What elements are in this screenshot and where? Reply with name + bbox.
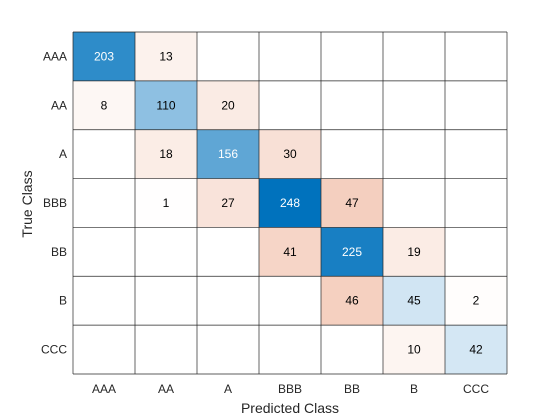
matrix-cells [73, 32, 507, 374]
matrix-cell [383, 80, 445, 130]
matrix-cell-labels: 203 13 8 110 20 18 156 30 1 27 248 47 41 225 19 46 45 2 10… [94, 49, 483, 356]
x-tick-label: A [224, 382, 232, 396]
y-tick-label: AA [51, 98, 67, 112]
x-tick-labels: AAA AA A BBB BB B CCC [92, 382, 489, 396]
matrix-cell [259, 325, 321, 374]
matrix-cell [197, 129, 259, 179]
matrix-cell [135, 325, 197, 374]
cell-value-label: 225 [342, 245, 362, 259]
matrix-cell [383, 129, 445, 179]
matrix-cell [135, 129, 197, 179]
matrix-cell [383, 276, 445, 326]
cell-value-label: 156 [218, 147, 238, 161]
cell-value-label: 18 [159, 147, 173, 161]
cell-value-label: 19 [407, 245, 421, 259]
cell-value-label: 30 [283, 147, 297, 161]
y-tick-label: BBB [43, 196, 67, 210]
matrix-cell [321, 129, 383, 179]
cell-value-label: 45 [407, 294, 421, 308]
matrix-cell [383, 227, 445, 277]
y-tick-label: A [59, 147, 67, 161]
cell-value-label: 2 [473, 294, 480, 308]
matrix-cell [321, 178, 383, 228]
matrix-cell [197, 32, 259, 81]
cell-value-label: 20 [221, 98, 235, 112]
matrix-cell [445, 80, 507, 130]
matrix-grid [72, 31, 508, 375]
cell-value-label: 46 [345, 294, 359, 308]
matrix-cell [197, 276, 259, 326]
matrix-cell [135, 276, 197, 326]
matrix-cell [445, 276, 507, 326]
matrix-cell [321, 325, 383, 374]
x-axis-label: Predicted Class [241, 400, 339, 416]
cell-value-label: 47 [345, 196, 359, 210]
cell-value-label: 10 [407, 343, 421, 357]
matrix-cell [445, 325, 507, 374]
matrix-cell [321, 227, 383, 277]
matrix-cell [73, 325, 135, 374]
matrix-cell [197, 178, 259, 228]
matrix-cell [73, 178, 135, 228]
matrix-cell [135, 178, 197, 228]
cell-value-label: 8 [101, 98, 108, 112]
matrix-cell [321, 276, 383, 326]
matrix-cell [445, 178, 507, 228]
x-tick-label: AA [158, 382, 174, 396]
matrix-cell [259, 129, 321, 179]
y-tick-label: B [59, 294, 67, 308]
matrix-cell [321, 32, 383, 81]
matrix-cell [445, 32, 507, 81]
matrix-cell [445, 129, 507, 179]
cell-value-label: 110 [156, 98, 175, 112]
matrix-cell [135, 80, 197, 130]
matrix-cell [259, 227, 321, 277]
matrix-cell [197, 80, 259, 130]
matrix-cell [383, 178, 445, 228]
matrix-cell [73, 276, 135, 326]
matrix-cell [73, 32, 135, 81]
cell-value-label: 42 [469, 343, 483, 357]
y-axis-label: True Class [19, 170, 35, 237]
matrix-cell [259, 276, 321, 326]
matrix-cell [73, 80, 135, 130]
cell-value-label: 248 [280, 196, 300, 210]
matrix-cell [259, 80, 321, 130]
x-tick-label: CCC [463, 382, 489, 396]
cell-value-label: 41 [283, 245, 297, 259]
matrix-cell [197, 227, 259, 277]
x-tick-label: AAA [92, 382, 116, 396]
cell-value-label: 1 [163, 196, 170, 210]
x-tick-label: B [410, 382, 418, 396]
matrix-cell [259, 178, 321, 228]
matrix-cell [197, 325, 259, 374]
matrix-cell [259, 32, 321, 81]
matrix-cell [73, 227, 135, 277]
cell-value-label: 13 [159, 49, 173, 63]
matrix-cell [445, 227, 507, 277]
matrix-cell [383, 325, 445, 374]
y-tick-label: BB [51, 245, 67, 259]
matrix-cell [73, 129, 135, 179]
matrix-cell [135, 32, 197, 81]
cell-value-label: 27 [221, 196, 235, 210]
cell-value-label: 203 [94, 49, 114, 63]
y-tick-label: CCC [41, 343, 67, 357]
matrix-cell [321, 80, 383, 130]
x-tick-label: BBB [278, 382, 302, 396]
y-tick-label: AAA [43, 49, 67, 63]
x-tick-label: BB [344, 382, 360, 396]
matrix-cell [135, 227, 197, 277]
matrix-cell [383, 32, 445, 81]
